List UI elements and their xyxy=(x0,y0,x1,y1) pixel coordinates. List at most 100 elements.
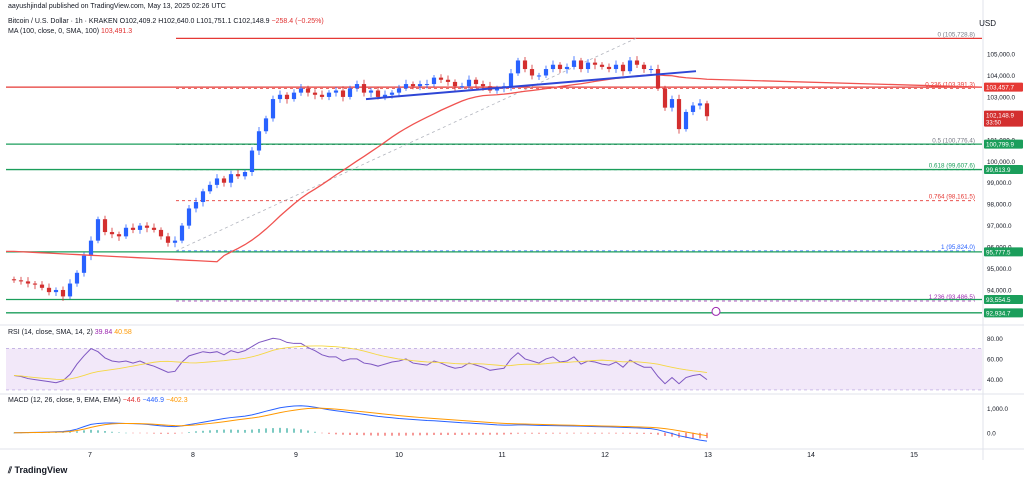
candle-body xyxy=(228,174,234,183)
candle-body xyxy=(74,272,80,284)
rsi-ma-line xyxy=(13,345,708,380)
macd-histogram-bar xyxy=(559,432,561,434)
fib-level-label: 1 (95,824.0) xyxy=(941,244,975,251)
candle-body xyxy=(494,88,500,91)
candle-body xyxy=(270,99,276,119)
candle-body xyxy=(144,225,150,228)
rsi-value: 39.84 xyxy=(94,329,113,336)
rsi-y-tick-label: 80.00 xyxy=(987,336,1003,343)
candle-body xyxy=(95,219,101,241)
candle-body xyxy=(648,69,654,71)
candle-body xyxy=(564,66,570,70)
candle-body xyxy=(536,75,542,77)
price-label-text: 103,457.7 xyxy=(986,85,1015,92)
candle-body xyxy=(368,90,374,93)
macd-histogram-bar xyxy=(195,431,197,433)
candle-body xyxy=(592,62,598,65)
macd-legend[interactable]: MACD (12, 26, close, 9, EMA, EMA) −44.6 … xyxy=(8,397,188,404)
macd-histogram-bar xyxy=(405,432,407,436)
candle-body xyxy=(508,73,514,87)
rsi-legend[interactable]: RSI (14, close, SMA, 14, 2) 39.84 40.58 xyxy=(8,329,132,336)
macd-histogram-bar xyxy=(62,432,64,433)
macd-histogram-bar xyxy=(335,432,337,435)
macd-histogram-bar xyxy=(664,432,666,436)
price-label-text: 102,148.9 xyxy=(986,113,1015,120)
macd-histogram-bar xyxy=(125,432,127,434)
x-tick-label: 8 xyxy=(191,452,195,459)
candle-body xyxy=(235,174,241,177)
macd-histogram-bar xyxy=(657,432,659,435)
macd-signal-value: −402.3 xyxy=(166,397,188,404)
candle-body xyxy=(424,84,430,86)
macd-histogram-bar xyxy=(398,432,400,436)
candle-body xyxy=(585,62,591,70)
candle-body xyxy=(697,103,703,106)
candle-body xyxy=(620,64,626,72)
y-tick-label: 94,000.0 xyxy=(987,287,1012,294)
price-label-text: 92,934.7 xyxy=(986,310,1011,317)
candle-body xyxy=(291,92,297,100)
candle-body xyxy=(361,84,367,93)
macd-histogram-bar xyxy=(286,428,288,433)
candle-body xyxy=(578,60,584,70)
candle-body xyxy=(305,88,311,93)
macd-histogram-bar xyxy=(146,432,148,434)
symbol-line: Bitcoin / U.S. Dollar · 1h · KRAKEN O102… xyxy=(8,18,324,25)
macd-histogram-bar xyxy=(489,432,491,435)
macd-histogram-bar xyxy=(328,432,330,434)
candle-body xyxy=(627,60,633,72)
macd-histogram-bar xyxy=(90,429,92,433)
candle-body xyxy=(704,103,710,117)
price-label-text: 99,613.9 xyxy=(986,167,1011,174)
ma-value: 103,491.3 xyxy=(101,28,133,35)
candle-body xyxy=(417,84,423,87)
candle-body xyxy=(543,69,549,76)
macd-histogram-bar xyxy=(699,432,701,439)
candle-body xyxy=(683,111,689,130)
candle-body xyxy=(431,77,437,85)
rsi-line xyxy=(13,337,708,385)
macd-histogram-bar xyxy=(377,432,379,436)
candle-body xyxy=(452,81,458,87)
macd-histogram-bar xyxy=(258,428,260,433)
candle-body xyxy=(123,227,129,237)
candle-body xyxy=(606,66,612,70)
macd-histogram-bar xyxy=(349,432,351,435)
candle-body xyxy=(634,60,640,65)
macd-histogram-bar xyxy=(279,427,281,433)
candle-body xyxy=(32,283,38,285)
ohlc-open: O102,409.2 xyxy=(119,18,157,25)
price-label-box xyxy=(984,247,1023,257)
price-label-text: 93,554.5 xyxy=(986,297,1011,304)
x-tick-label: 14 xyxy=(807,452,815,459)
macd-histogram-bar xyxy=(104,431,106,433)
macd-histogram-bar xyxy=(496,432,498,435)
macd-histogram-bar xyxy=(216,429,218,433)
macd-histogram-bar xyxy=(272,428,274,433)
rsi-y-tick-label: 60.00 xyxy=(987,356,1003,363)
ma-legend[interactable]: MA (100, close, 0, SMA, 100) 103,491.3 xyxy=(8,28,132,35)
x-tick-label: 7 xyxy=(88,452,92,459)
price-label-box xyxy=(984,139,1023,149)
candle-body xyxy=(613,64,619,70)
macd-histogram-bar xyxy=(671,432,673,437)
macd-histogram-bar xyxy=(573,432,575,434)
tradingview-logo[interactable]: ⫽ TradingView xyxy=(8,465,67,476)
macd-histogram-bar xyxy=(692,432,694,439)
macd-histogram-bar xyxy=(447,432,449,435)
price-label-box xyxy=(984,295,1023,305)
candle-body xyxy=(179,225,185,241)
price-label-box xyxy=(984,165,1023,175)
candle-body xyxy=(550,64,556,70)
candle-body xyxy=(354,84,360,89)
ohlc-low: L101,751.1 xyxy=(196,18,232,25)
candle-body xyxy=(11,279,17,281)
rsi-y-tick-label: 40.00 xyxy=(987,377,1003,384)
candle-body xyxy=(438,77,444,80)
candle-body xyxy=(480,84,486,87)
macd-histogram-bar xyxy=(531,432,533,434)
macd-histogram-bar xyxy=(524,432,526,434)
y-tick-label: 104,000.0 xyxy=(987,73,1016,80)
candle-body xyxy=(81,255,87,273)
macd-histogram-bar xyxy=(356,432,358,435)
